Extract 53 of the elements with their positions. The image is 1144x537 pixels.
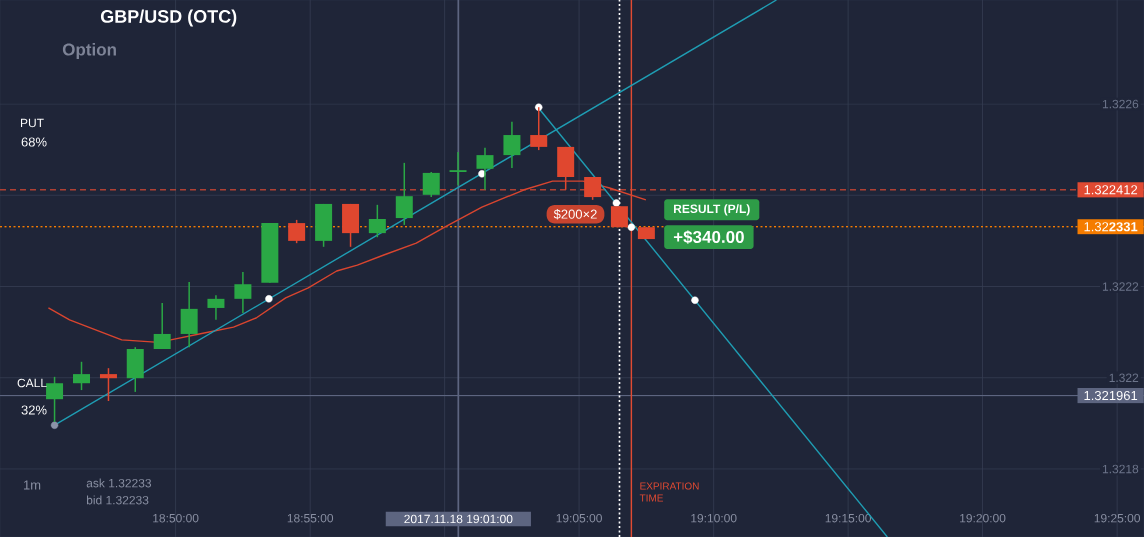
point xyxy=(50,421,59,429)
x-tick-label: 19:10:00 xyxy=(691,513,737,523)
candlestick xyxy=(422,171,440,198)
annotation: 1m xyxy=(23,480,41,490)
point xyxy=(265,295,273,303)
ref-line-label: 2017.11.18 19:01:00 xyxy=(404,514,513,524)
ref-line-label: 1.322412 xyxy=(1084,185,1138,195)
candlestick xyxy=(126,346,144,393)
x-tick-label: 19:15:00 xyxy=(825,513,871,523)
candlestick xyxy=(288,219,306,244)
candlestick xyxy=(315,203,333,248)
candlestick xyxy=(99,367,117,402)
ref-line-label: 1.321961 xyxy=(1084,390,1138,401)
annotation: CALL xyxy=(17,378,47,388)
annotation: +$340.00 xyxy=(673,230,744,245)
candlestick xyxy=(234,271,252,314)
x-tick-label: 19:05:00 xyxy=(556,513,602,523)
candlestick xyxy=(530,106,548,151)
text: Option xyxy=(62,43,116,59)
point xyxy=(612,199,621,207)
candlestick xyxy=(207,294,225,321)
candlestick xyxy=(503,121,521,169)
candlestick xyxy=(476,147,494,191)
annotation: bid 1.32233 xyxy=(86,495,149,505)
annotation: ask 1.32233 xyxy=(86,478,152,488)
point xyxy=(691,296,699,304)
chart-title: GBP/USD (OTC) xyxy=(100,9,237,27)
y-tick-label: 1.3226 xyxy=(1102,99,1139,109)
point xyxy=(627,223,636,231)
x-tick-label: 19:25:00 xyxy=(1094,513,1141,523)
annotation: PUT xyxy=(21,118,44,128)
annotation: 68% xyxy=(21,137,47,147)
annotation: $200×2 xyxy=(553,208,597,220)
candlestick xyxy=(395,162,413,226)
candlestick xyxy=(449,151,467,186)
y-tick-label: 1.3222 xyxy=(1102,282,1139,291)
point xyxy=(478,170,486,178)
annotation: 32% xyxy=(21,405,47,415)
candlestick xyxy=(180,281,198,348)
ref-line-label: EXPIRATION TIME xyxy=(639,482,699,502)
candlestick xyxy=(342,203,360,248)
ref-line-label: 1.322331 xyxy=(1084,222,1138,232)
candlestick xyxy=(73,361,91,391)
annotation: RESULT (P/L) xyxy=(674,204,750,216)
point xyxy=(535,103,543,111)
y-tick-label: 1.3218 xyxy=(1102,464,1139,474)
x-tick-label: 18:55:00 xyxy=(287,513,334,523)
x-tick-label: 18:50:00 xyxy=(153,513,199,523)
x-tick-label: 19:20:00 xyxy=(960,513,1006,523)
candlestick xyxy=(368,204,386,238)
candlestick xyxy=(153,302,171,350)
candlestick xyxy=(261,222,279,284)
y-tick-label: 1.322 xyxy=(1109,373,1139,382)
